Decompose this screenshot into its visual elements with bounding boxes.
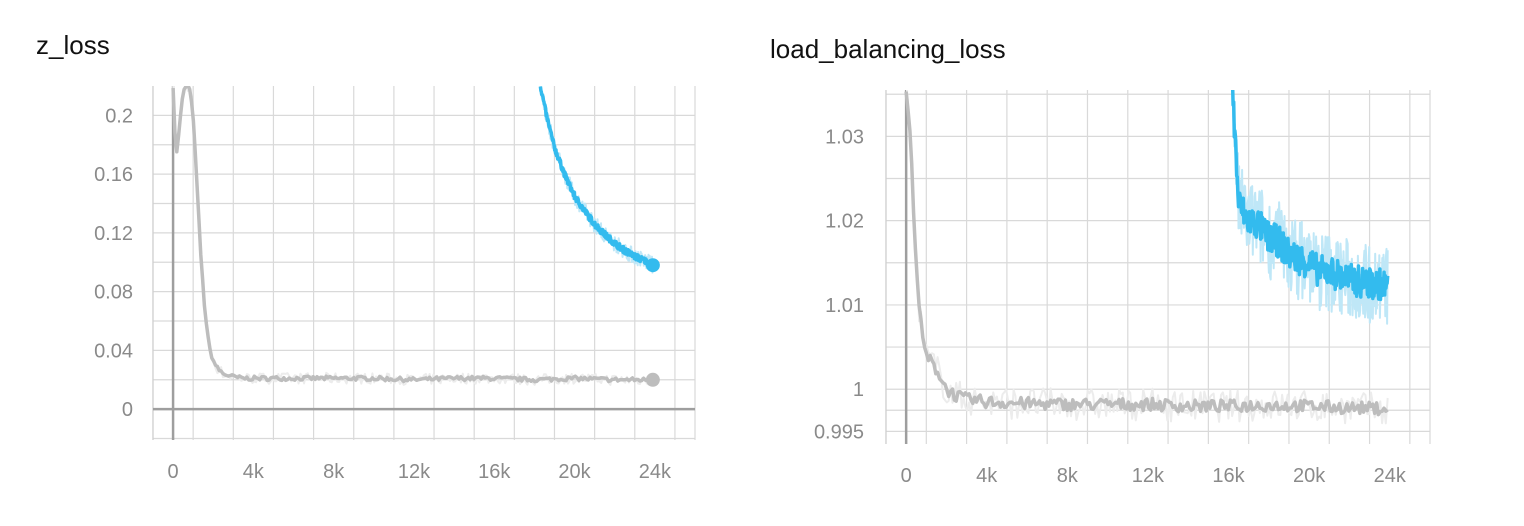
chart-title: load_balancing_loss (770, 34, 1006, 64)
y-tick-label: 1.03 (825, 126, 864, 148)
x-tick-label: 8k (1057, 465, 1079, 487)
x-tick-label: 20k (1293, 465, 1326, 487)
x-tick-label: 4k (976, 465, 998, 487)
load-balancing-loss-plot: 0 4k 8k 12k 16k 20k 24k 0.995 1 1.01 1.02 1.03 (814, 90, 1431, 487)
z-loss-chart: z_loss 0 4k 8k 12k 16k 20k 24k 0 0.04 0.08 0.12 0.1… (0, 0, 760, 526)
y-tick-label: 0.16 (94, 164, 133, 186)
y-tick-label: 0.995 (814, 421, 864, 443)
y-tick-label: 0.12 (94, 223, 133, 245)
x-tick-label: 16k (478, 461, 511, 483)
series-end-marker (645, 372, 660, 387)
x-tick-label: 12k (398, 461, 431, 483)
series-end-marker (645, 258, 660, 273)
y-tick-label: 0.2 (105, 105, 133, 127)
series-line (1230, 90, 1390, 302)
y-tick-label: 0.08 (94, 282, 133, 304)
series-line (171, 86, 654, 384)
z-loss-plot: 0 4k 8k 12k 16k 20k 24k 0 0.04 0.08 0.12 0.16 0.2 (94, 86, 696, 483)
y-tick-label: 1 (853, 379, 864, 401)
x-tick-label: 12k (1132, 465, 1165, 487)
x-tick-label: 24k (1374, 465, 1407, 487)
x-tick-label: 0 (168, 461, 179, 483)
series-line (904, 91, 1389, 417)
y-tick-label: 0.04 (94, 340, 133, 362)
load-balancing-loss-chart: load_balancing_loss 0 4k 8k 12k 16k 20k 24k 0.9… (760, 0, 1524, 526)
y-tick-label: 0 (122, 399, 133, 421)
x-tick-label: 24k (639, 461, 672, 483)
chart-title: z_loss (36, 30, 110, 60)
x-tick-label: 0 (901, 465, 912, 487)
y-tick-label: 1.01 (825, 295, 864, 317)
x-tick-label: 4k (243, 461, 265, 483)
x-tick-label: 20k (558, 461, 591, 483)
series-line (538, 86, 655, 269)
y-tick-label: 1.02 (825, 211, 864, 233)
series-raw-line (539, 86, 654, 274)
x-tick-label: 16k (1212, 465, 1245, 487)
x-tick-label: 8k (323, 461, 345, 483)
